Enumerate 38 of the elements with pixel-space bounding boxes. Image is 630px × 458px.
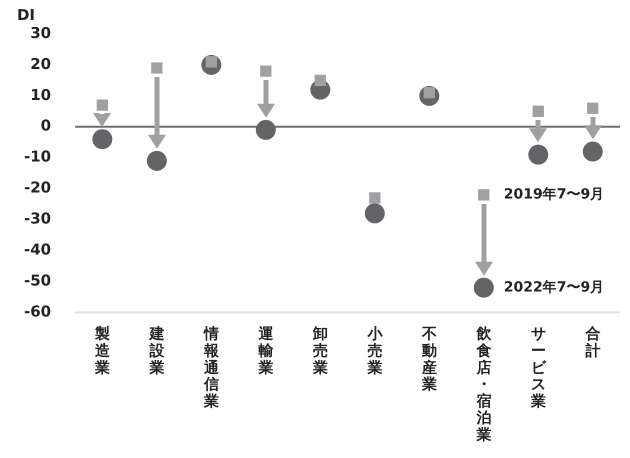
point: [478, 189, 490, 201]
y-tick-label: 30: [30, 24, 52, 42]
series-label: 2022年7〜9月: [504, 279, 604, 296]
y-tick-label: -10: [24, 148, 52, 166]
x-tick-label: 飲食店・宿泊業: [475, 324, 492, 444]
point: [151, 62, 162, 74]
y-tick-label: -20: [24, 178, 52, 197]
point: [260, 65, 272, 77]
x-tick-label: サービス業: [530, 324, 547, 410]
y-axis-title: DI: [16, 6, 36, 24]
x-tick-label: 不動産業: [420, 324, 437, 394]
point: [92, 129, 112, 150]
x-tick-label: 小売業: [366, 324, 384, 376]
x-tick-label: 情報通信業: [202, 324, 220, 410]
x-tick-label: 合計: [584, 324, 600, 360]
point: [474, 278, 494, 298]
x-tick-label: 製造業: [94, 324, 111, 376]
point: [146, 150, 167, 171]
point: [314, 74, 326, 86]
point: [369, 192, 380, 204]
y-tick-label: -50: [24, 271, 52, 290]
point: [256, 120, 276, 140]
y-tick-label: 20: [30, 54, 52, 73]
y-tick-label: -40: [24, 240, 52, 258]
point: [587, 102, 598, 114]
point: [364, 203, 385, 224]
point: [96, 99, 108, 111]
y-tick-label: 10: [30, 86, 52, 104]
x-tick-label: 運輸業: [257, 324, 274, 376]
x-tick-label: 卸売業: [312, 324, 328, 376]
point: [582, 142, 603, 162]
y-tick-label: 0: [40, 116, 52, 135]
series-label: 2019年7〜9月: [504, 186, 604, 202]
y-tick-label: -60: [24, 302, 52, 320]
point: [528, 144, 548, 165]
point: [532, 106, 544, 117]
x-tick-label: 建設業: [148, 324, 166, 376]
y-tick-label: -30: [24, 209, 52, 228]
